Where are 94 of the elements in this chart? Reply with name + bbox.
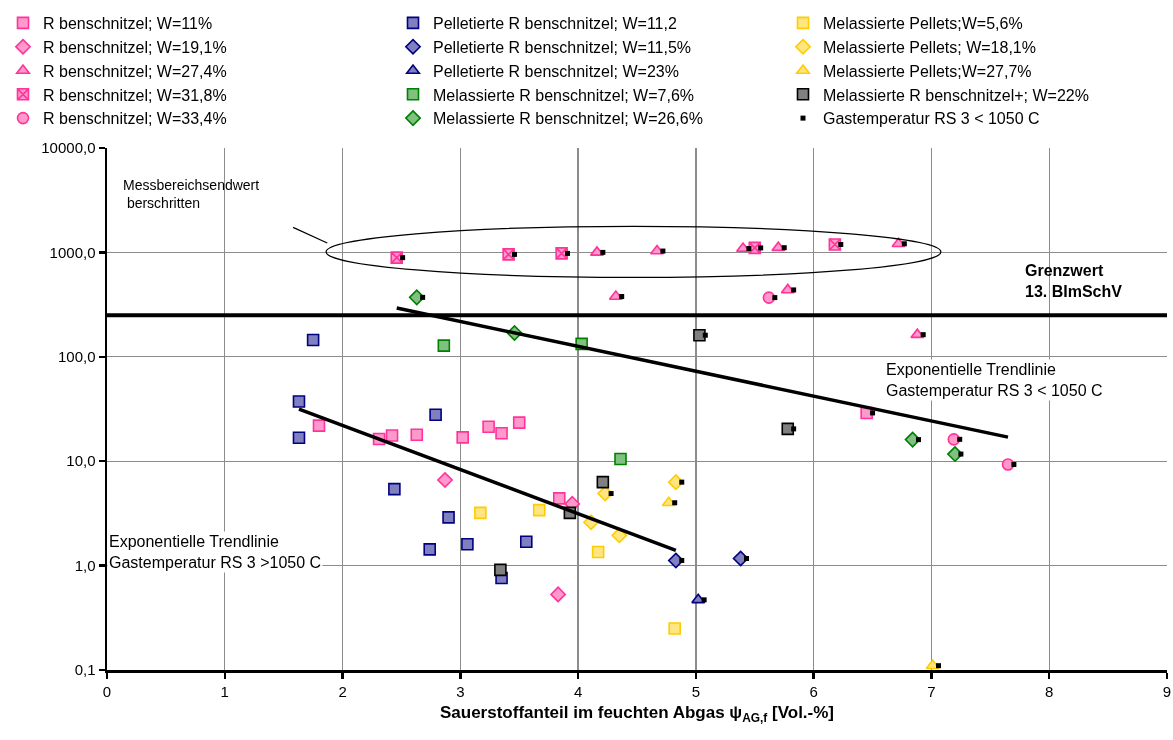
point <box>679 557 685 563</box>
y-tick-label: 100,0 <box>57 348 96 366</box>
x-tick-label: 5 <box>691 682 701 700</box>
y-tick-label: 10000,0 <box>41 139 96 157</box>
y-tick-label: 1,0 <box>74 556 96 574</box>
point <box>870 410 876 416</box>
point <box>410 428 424 442</box>
point <box>512 251 518 257</box>
point <box>306 333 320 347</box>
point <box>758 245 764 251</box>
legend-label: Pelletierte R benschnitzel; W=23% <box>433 62 679 80</box>
point <box>920 332 926 338</box>
legend-label: Melassierte R benschnitzel+; W=22% <box>823 86 1089 104</box>
x-tick-label: 4 <box>573 682 583 700</box>
point <box>565 250 571 256</box>
point <box>619 294 625 300</box>
point <box>552 492 566 505</box>
point <box>385 429 399 442</box>
point <box>701 597 707 603</box>
legend-label: Pelletierte R benschnitzel; W=11,5% <box>433 38 692 56</box>
x-tick-label: 1 <box>220 682 229 700</box>
legend-label: R benschnitzel; W=27,4% <box>43 62 227 80</box>
x-tick-label: 8 <box>1045 682 1054 700</box>
x-tick-label: 3 <box>456 682 465 700</box>
point <box>668 622 681 635</box>
x-tick-label: 9 <box>1162 682 1172 700</box>
x-tick-label: 2 <box>338 682 347 700</box>
point <box>456 431 469 444</box>
point <box>679 479 685 485</box>
point <box>400 255 406 261</box>
legend-label: R benschnitzel; W=19,1% <box>43 38 227 56</box>
legend-label: Pelletierte R benschnitzel; W=11,2 <box>433 15 677 33</box>
x-tick-label: 6 <box>809 682 818 700</box>
point <box>958 451 964 457</box>
y-tick-label: 0,1 <box>74 661 96 679</box>
point <box>600 249 606 255</box>
point <box>482 420 495 433</box>
annotation: Exponentielle Trendlinie Gastemperatur RS 3 >1050 C <box>109 533 322 571</box>
point <box>550 586 567 603</box>
point <box>838 241 844 247</box>
legend-label: R benschnitzel; W=11% <box>43 15 213 33</box>
point <box>461 537 474 551</box>
point <box>791 287 797 293</box>
point <box>423 543 437 556</box>
point <box>292 395 306 408</box>
point <box>744 555 750 561</box>
point <box>512 416 526 429</box>
point <box>429 408 442 421</box>
point <box>772 295 778 301</box>
point <box>746 245 752 251</box>
point <box>901 241 907 247</box>
legend-label: Melassierte R benschnitzel; W=7,6% <box>433 86 694 104</box>
point <box>1011 461 1017 467</box>
point <box>614 452 627 466</box>
point <box>420 294 426 300</box>
point <box>781 245 787 251</box>
point <box>915 437 921 443</box>
point <box>532 503 546 517</box>
point <box>494 563 507 577</box>
x-tick-label: 0 <box>102 682 112 700</box>
y-tick-label: 1000,0 <box>49 243 96 261</box>
annotation: Exponentielle Trendlinie Gastemperatur RS 3 < 1050 C <box>886 361 1103 399</box>
x-tick-label: 7 <box>927 682 936 700</box>
point <box>693 328 706 342</box>
legend-label: R benschnitzel; W=31,8% <box>43 86 227 104</box>
point <box>781 422 795 436</box>
point <box>437 472 453 488</box>
legend-label: Melassierte Pellets; W=18,1% <box>823 38 1036 56</box>
legend-label: Melassierte Pellets;W=27,7% <box>823 62 1032 80</box>
point <box>672 500 678 506</box>
legend-label: Gastemperatur RS 3 < 1050 C <box>823 110 1040 128</box>
point <box>388 482 401 496</box>
point <box>660 248 666 254</box>
point <box>495 427 508 440</box>
point <box>608 491 614 497</box>
point <box>791 426 797 432</box>
legend-label: R benschnitzel; W=33,4% <box>43 110 227 128</box>
point <box>519 535 533 549</box>
annotation: Messbereichsendwert berschritten <box>123 177 260 212</box>
point <box>591 545 605 559</box>
point <box>957 436 963 442</box>
point <box>312 419 326 432</box>
legend-label: Melassierte R benschnitzel; W=26,6% <box>433 110 703 128</box>
y-tick-label: 10,0 <box>66 452 96 470</box>
point <box>442 511 455 524</box>
point <box>596 475 610 489</box>
point <box>936 663 942 669</box>
point <box>702 332 708 338</box>
point <box>292 431 306 444</box>
ref-line-label: Grenzwert 13. BImSchV <box>1025 262 1123 300</box>
point <box>474 506 487 520</box>
x-axis-title: Sauerstoffanteil im feuchten Abgas ψ$_{AG,f}$ [Vol.-%] <box>439 703 835 725</box>
legend-label: Melassierte Pellets;W=5,6% <box>823 15 1023 33</box>
point <box>437 339 451 352</box>
